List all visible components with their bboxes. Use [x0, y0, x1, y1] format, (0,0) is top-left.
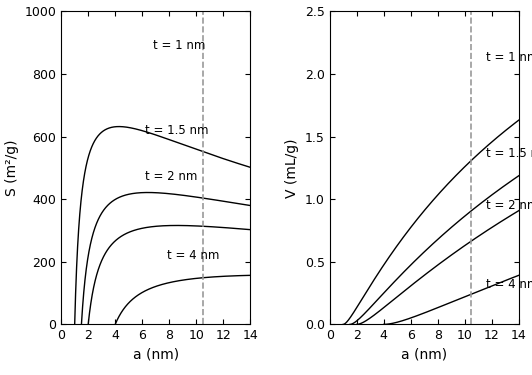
Text: t = 2 nm: t = 2 nm [486, 199, 532, 211]
Y-axis label: V (mL/g): V (mL/g) [285, 138, 299, 198]
Text: t = 1 nm: t = 1 nm [153, 39, 205, 52]
Text: t = 2 nm: t = 2 nm [145, 171, 197, 183]
Text: t = 4 nm: t = 4 nm [486, 278, 532, 291]
X-axis label: a (nm): a (nm) [401, 348, 447, 362]
Text: t = 1 nm: t = 1 nm [486, 51, 532, 64]
X-axis label: a (nm): a (nm) [132, 348, 179, 362]
Text: t = 4 nm: t = 4 nm [167, 249, 219, 262]
Text: t = 1.5 nm: t = 1.5 nm [486, 147, 532, 160]
Y-axis label: S (m²/g): S (m²/g) [5, 140, 19, 196]
Text: t = 1.5 nm: t = 1.5 nm [145, 123, 209, 136]
